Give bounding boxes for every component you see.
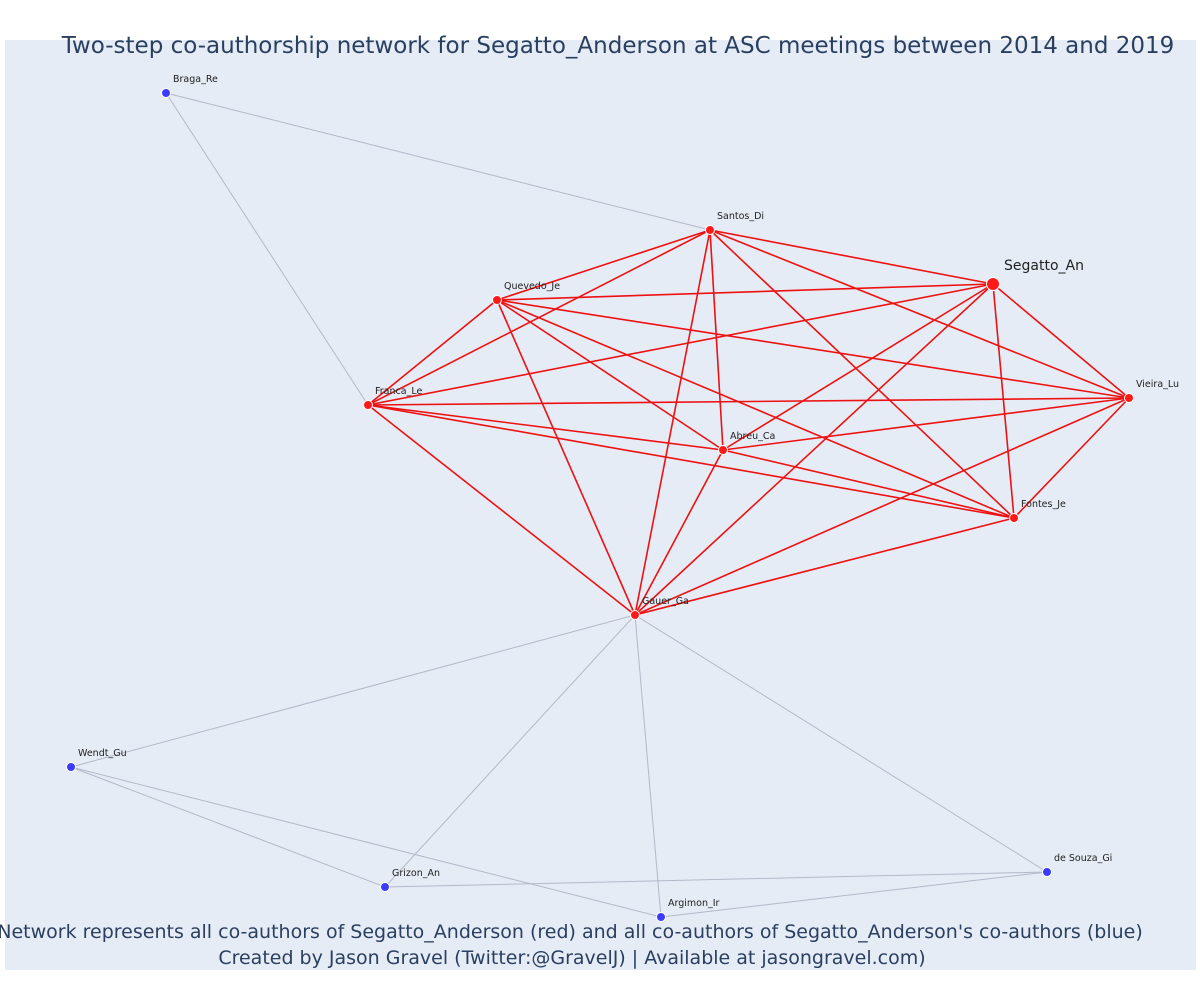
edge-gauer-ga-argimon-ir [634,614,662,918]
caption-line-1: Network represents all co-authors of Seg… [0,921,1143,943]
caption-line-2: Created by Jason Gravel (Twitter:@Gravel… [218,947,925,969]
node-braga-re[interactable] [161,88,171,98]
node-labels: Segatto_An Santos_Di Quevedo_Je Franca_Le Vi… [78,74,1179,909]
node-wendt-gu[interactable] [66,762,76,772]
edge-abreu-ca-fontes-je [722,449,1015,519]
node-santos-di[interactable] [705,225,715,235]
edge-franca-le-vieira-lu [367,397,1130,406]
edge-quevedo-je-franca-le [367,299,498,406]
edge-santos-di-quevedo-je [496,229,711,301]
edge-quevedo-je-vieira-lu [496,299,1130,399]
node-label-fontes-je: Fontes_Je [1021,499,1066,510]
edge-segatto-an-gauer-ga [634,283,994,616]
node-label-segatto-an: Segatto_An [1004,258,1084,274]
node-fontes-je[interactable] [1009,513,1019,523]
node-label-grizon-an: Grizon_An [392,868,440,879]
coauthor-edges [367,229,1130,616]
edge-gauer-ga-wendt-gu [70,614,636,768]
node-label-vieira-lu: Vieira_Lu [1136,379,1179,390]
node-vieira-lu[interactable] [1124,393,1134,403]
chart-title: Two-step co-authorship network for Segat… [61,33,1175,59]
node-label-braga-re: Braga_Re [173,74,218,85]
edge-santos-di-abreu-ca [709,229,724,451]
edge-vieira-lu-gauer-ga [634,397,1130,616]
edge-segatto-an-vieira-lu [992,283,1130,399]
node-grizon-an[interactable] [380,882,390,892]
edge-gauer-ga-de-souza-gi [634,614,1048,873]
edge-santos-di-vieira-lu [709,229,1130,399]
node-de-souza-gi[interactable] [1042,867,1052,877]
edge-franca-le-abreu-ca [367,404,724,451]
node-label-abreu-ca: Abreu_Ca [730,431,775,442]
node-label-quevedo-je: Quevedo_Je [504,281,560,292]
edge-grizon-an-de-souza-gi [384,871,1048,888]
edge-braga-re-santos-di [165,92,711,231]
edge-franca-le-gauer-ga [367,404,636,616]
edge-wendt-gu-grizon-an [70,766,386,888]
node-label-de-souza-gi: de Souza_Gi [1054,853,1112,864]
edge-vieira-lu-abreu-ca [722,397,1130,451]
node-segatto-an[interactable] [986,277,1000,291]
node-abreu-ca[interactable] [718,445,728,455]
edge-franca-le-fontes-je [367,404,1015,519]
edge-santos-di-segatto-an [709,229,994,285]
edge-quevedo-je-fontes-je [496,299,1015,519]
edge-braga-re-franca-le [165,92,369,406]
node-franca-le[interactable] [363,400,373,410]
node-label-franca-le: Franca_Le [375,386,422,397]
node-label-wendt-gu: Wendt_Gu [78,748,127,759]
node-gauer-ga[interactable] [630,610,640,620]
edge-quevedo-je-gauer-ga [496,299,636,616]
edge-quevedo-je-abreu-ca [496,299,724,451]
edge-argimon-ir-de-souza-gi [660,871,1048,918]
edge-wendt-gu-argimon-ir [70,766,662,918]
second-step-edges [70,92,1048,918]
edge-gauer-ga-grizon-an [384,614,636,888]
node-quevedo-je[interactable] [492,295,502,305]
edge-quevedo-je-segatto-an [496,283,994,301]
edge-fontes-je-gauer-ga [634,517,1015,616]
edge-vieira-lu-fontes-je [1013,397,1130,519]
node-label-santos-di: Santos_Di [717,211,764,222]
node-argimon-ir[interactable] [656,912,666,922]
network-nodes [66,88,1134,922]
edge-segatto-an-abreu-ca [722,283,994,451]
plot-background [5,40,1196,970]
edge-segatto-an-fontes-je [992,283,1015,519]
edge-abreu-ca-gauer-ga [634,449,724,616]
edge-franca-le-segatto-an [367,283,994,406]
node-label-gauer-ga: Gauer_Ga [642,596,689,607]
node-label-argimon-ir: Argimon_Ir [668,898,720,909]
